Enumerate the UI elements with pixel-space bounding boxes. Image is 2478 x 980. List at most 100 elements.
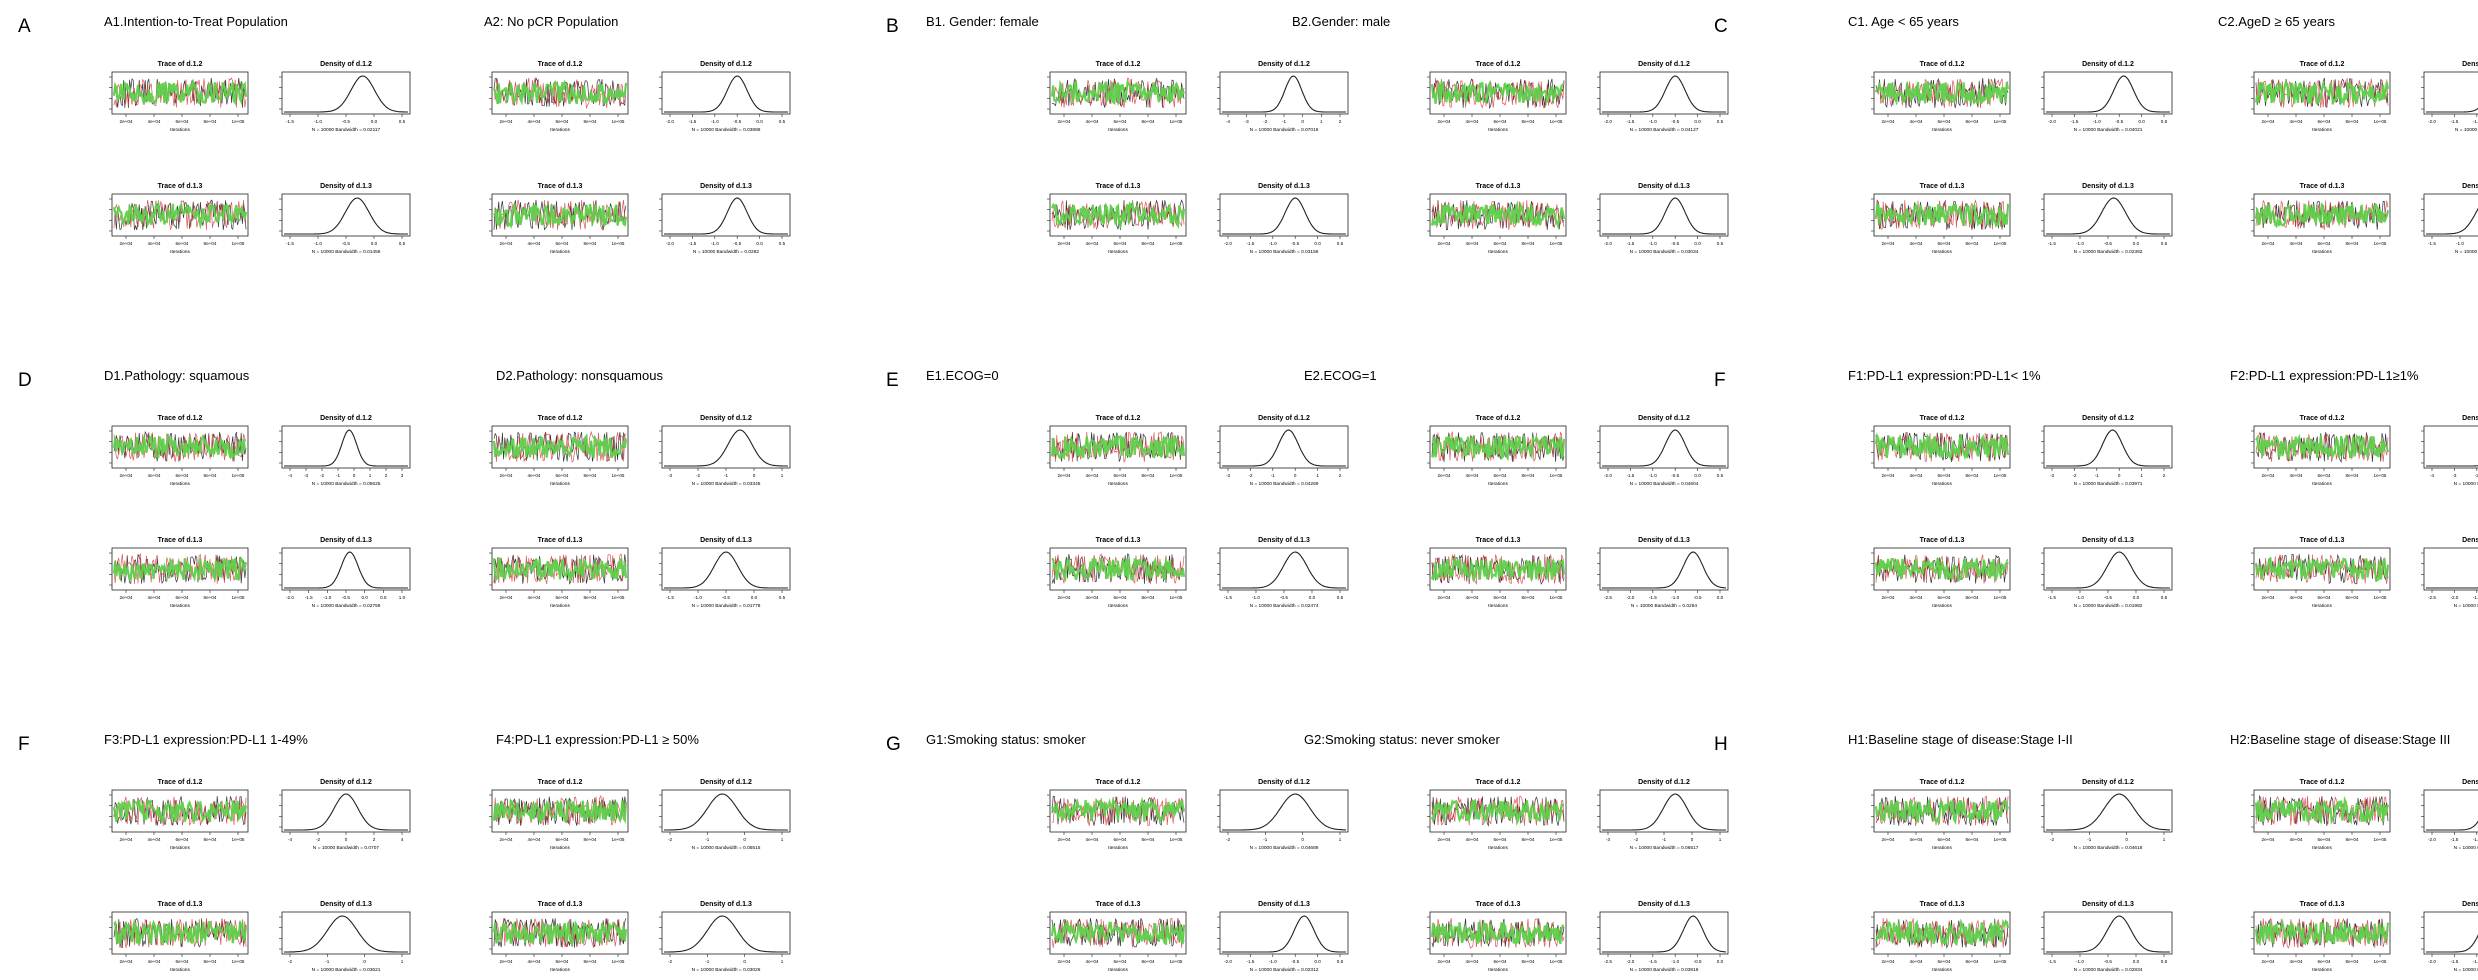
trace-chain-line xyxy=(1051,556,1186,583)
panel-subtitle: B1. Gender: female xyxy=(926,14,1039,29)
density-frame xyxy=(1599,547,1729,591)
trace-title: Trace of d.1.3 xyxy=(2300,183,2345,190)
trace-x-tick-label: 4e+04 xyxy=(2290,473,2303,478)
panel-subtitle: F2:PD-L1 expression:PD-L1≥1% xyxy=(2230,368,2419,383)
trace-x-tick-label: 8e+04 xyxy=(1966,595,1979,600)
density-x-tick-label: -3 xyxy=(2452,473,2457,478)
density-x-tick-label: -1.5 xyxy=(2428,241,2436,246)
density-x-tick-label: 1 xyxy=(1316,473,1319,478)
density-title: Density of d.1.3 xyxy=(700,183,752,190)
trace-chain-line xyxy=(493,203,628,229)
trace-title: Trace of d.1.3 xyxy=(1476,537,1521,544)
density-title: Density of d.1.2 xyxy=(2082,779,2134,786)
trace-title: Trace of d.1.3 xyxy=(1096,901,1141,908)
trace-frame xyxy=(2253,193,2391,237)
density-x-tick-label: 0 xyxy=(2118,473,2121,478)
trace-chain-line xyxy=(492,919,628,946)
density-x-tick-label: 0 xyxy=(2125,837,2128,842)
density-x-tick-label: 0.0 xyxy=(1717,595,1724,600)
trace-chain-line xyxy=(113,918,248,947)
density-x-tick-label: 0.0 xyxy=(361,595,368,600)
trace-x-tick-label: 4e+04 xyxy=(1910,473,1923,478)
density-curve xyxy=(1602,793,1726,831)
trace-x-tick-label: 4e+04 xyxy=(2290,241,2303,246)
density-x-tick-label: -0.5 xyxy=(733,119,741,124)
trace-x-tick-label: 4e+04 xyxy=(1466,959,1479,964)
trace-x-tick-label: 6e+04 xyxy=(1494,959,1507,964)
density-x-tick-label: -1.5 xyxy=(1246,241,1254,246)
density-x-tick-label: 0.0 xyxy=(1314,241,1321,246)
trace-x-tick-label: 1e+05 xyxy=(612,595,625,600)
trace-frame xyxy=(491,789,629,833)
density-x-tick-label: 0.0 xyxy=(756,241,763,246)
trace-frame xyxy=(1049,71,1187,115)
density-x-tick-label: 0.0 xyxy=(371,119,378,124)
trace-frame xyxy=(2253,547,2391,591)
trace-x-tick-label: 6e+04 xyxy=(2318,837,2331,842)
density-note: N = 10000 Bandwidth = 0.0282 xyxy=(693,249,759,255)
trace-title: Trace of d.1.2 xyxy=(1476,779,1521,786)
density-x-tick-label: 0.0 xyxy=(2133,959,2140,964)
trace-title: Trace of d.1.2 xyxy=(1476,415,1521,422)
trace-chain-line xyxy=(1874,432,2010,461)
panel-subtitle: G1:Smoking status: smoker xyxy=(926,732,1086,747)
trace-x-tick-label: 8e+04 xyxy=(204,119,217,124)
density-x-tick-label: -2.5 xyxy=(2428,595,2436,600)
trace-x-tick-label: 6e+04 xyxy=(2318,473,2331,478)
density-x-tick-label: 0.5 xyxy=(1337,241,1344,246)
density-x-tick-label: -2.0 xyxy=(1626,959,1634,964)
trace-x-tick-label: 8e+04 xyxy=(1966,119,1979,124)
density-x-tick-label: 0 xyxy=(1294,473,1297,478)
trace-x-tick-label: 2e+04 xyxy=(1882,837,1895,842)
panel-subtitle: C2.AgeD ≥ 65 years xyxy=(2218,14,2335,29)
density-x-tick-label: -1 xyxy=(336,473,341,478)
density-frame xyxy=(1219,547,1349,591)
trace-x-tick-label: 6e+04 xyxy=(176,473,189,478)
density-note: N = 10000 Bandwidth = 0.03621 xyxy=(312,967,381,973)
density-x-tick-label: 0.5 xyxy=(1717,241,1724,246)
trace-x-tick-label: 4e+04 xyxy=(1466,473,1479,478)
density-curve xyxy=(1222,793,1346,831)
panel-letter: G xyxy=(886,734,901,755)
density-frame xyxy=(2423,547,2478,591)
trace-x-tick-label: 2e+04 xyxy=(1058,595,1071,600)
density-note: N = 10000 Bandwidth = 0.03971 xyxy=(2074,481,2143,487)
trace-x-tick-label: 2e+04 xyxy=(1882,241,1895,246)
density-x-tick-label: -1.5 xyxy=(2070,119,2078,124)
density-x-tick-label: 0.5 xyxy=(779,241,786,246)
trace-x-tick-label: 1e+05 xyxy=(2374,837,2387,842)
trace-x-tick-label: 6e+04 xyxy=(1938,595,1951,600)
density-curve xyxy=(2046,915,2170,953)
density-title: Density of d.1.3 xyxy=(1638,537,1690,544)
trace-x-tick-label: 4e+04 xyxy=(528,595,541,600)
density-note: N = 10000 Bandwidth = 0.03034 xyxy=(1630,249,1699,255)
trace-x-tick-label: 1e+05 xyxy=(2374,241,2387,246)
density-note: N = 10000 Bandwidth = 0.07016 xyxy=(1250,127,1319,133)
density-curve xyxy=(284,793,408,831)
trace-x-tick-label: 4e+04 xyxy=(148,473,161,478)
trace-title: Trace of d.1.2 xyxy=(1096,779,1141,786)
trace-chain-line xyxy=(2254,918,2390,947)
density-curve xyxy=(1602,75,1726,113)
trace-x-tick-label: 1e+05 xyxy=(1994,473,2007,478)
panel-g: G G1:Smoking status: smoker Trace of d.1.2… xyxy=(886,732,1729,973)
density-x-tick-label: 1 xyxy=(781,837,784,842)
density-x-tick-label: -2 xyxy=(2072,473,2077,478)
trace-x-tick-label: 2e+04 xyxy=(120,959,133,964)
trace-chain-line xyxy=(2255,200,2389,230)
trace-frame xyxy=(1429,425,1567,469)
density-curve xyxy=(664,793,788,831)
density-note: N = 10000 Bandwidth = 0.02382 xyxy=(2074,249,2143,255)
density-x-tick-label: 0 xyxy=(753,473,756,478)
trace-title: Trace of d.1.2 xyxy=(2300,415,2345,422)
density-frame xyxy=(281,71,411,115)
panel-subtitle: D1.Pathology: squamous xyxy=(104,368,250,383)
density-x-tick-label: -2 xyxy=(696,473,701,478)
trace-title: Trace of d.1.3 xyxy=(1476,183,1521,190)
density-title: Density of d.1.3 xyxy=(320,901,372,908)
trace-xlabel: Iterations xyxy=(1108,249,1128,255)
panel-c: C C1. Age < 65 years Trace of d.1.2 2e+04 4e… xyxy=(1714,14,2478,255)
panel-letter: F xyxy=(1714,370,1726,391)
density-x-tick-label: 0 xyxy=(1301,837,1304,842)
